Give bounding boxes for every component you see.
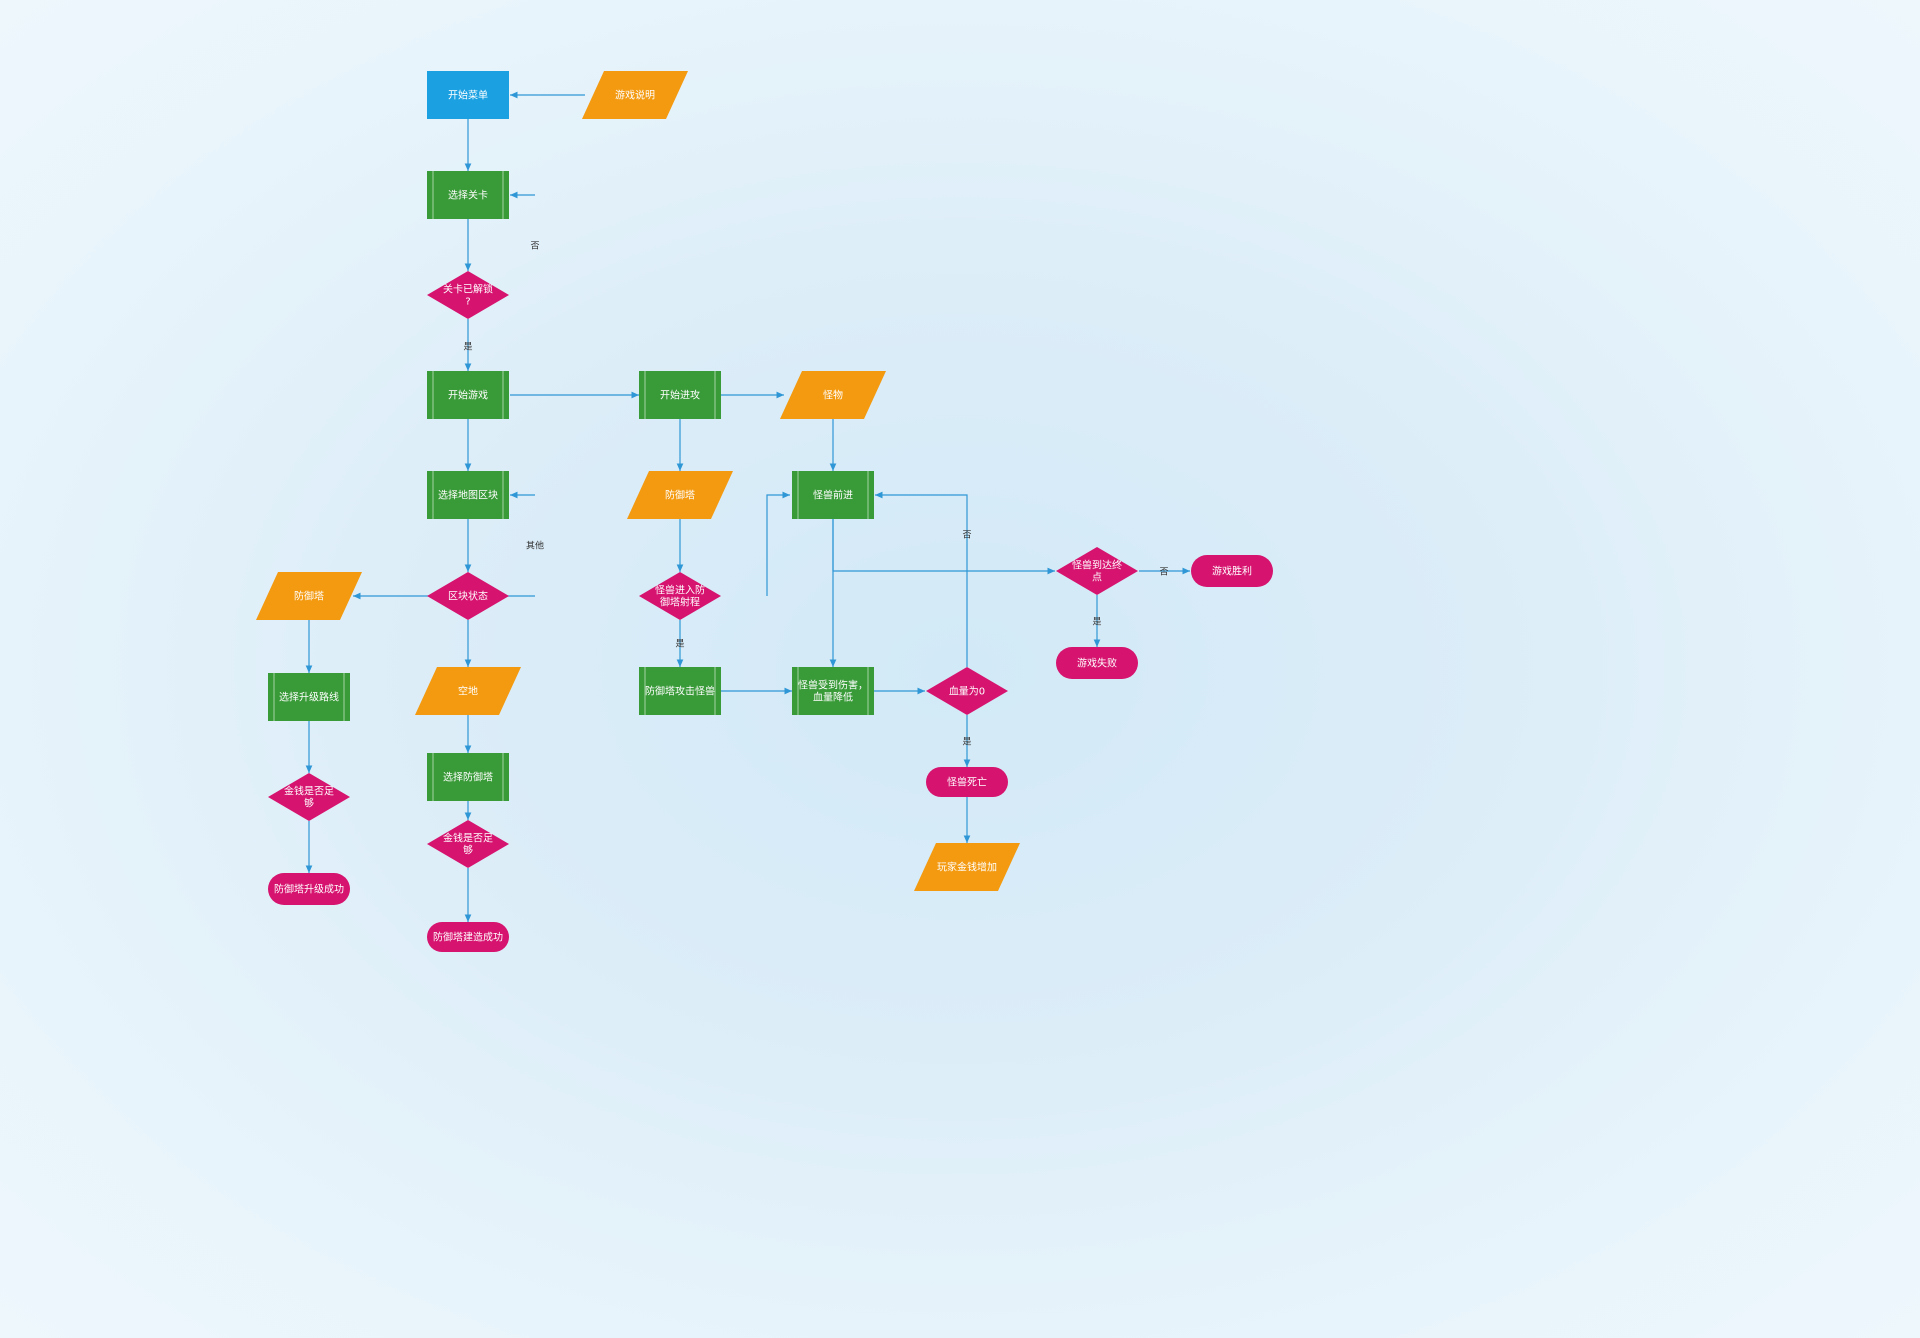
- node-shape: [427, 922, 509, 952]
- node-label: 开始进攻: [660, 389, 700, 402]
- node-shape: [427, 572, 509, 620]
- node-shape: [427, 171, 509, 219]
- node-select-upgrade[interactable]: 选择升级路线: [268, 673, 350, 721]
- node-shape: [1056, 647, 1138, 679]
- connector-arrow: [832, 519, 1055, 575]
- edge-label-no-unlock: 否: [530, 241, 539, 252]
- node-shape: [914, 843, 1020, 891]
- node-label: 怪兽进入防御塔射程: [655, 584, 705, 609]
- node-game-intro[interactable]: 游戏说明: [582, 71, 688, 119]
- node-label: 防御塔攻击怪兽: [645, 685, 715, 698]
- node-start-game[interactable]: 开始游戏: [427, 371, 509, 419]
- node-gold-increase[interactable]: 玩家金钱增加: [914, 843, 1020, 891]
- node-shape: [627, 471, 733, 519]
- node-shape: [268, 673, 350, 721]
- node-select-map-block[interactable]: 选择地图区块: [427, 471, 509, 519]
- node-game-win[interactable]: 游戏胜利: [1191, 555, 1273, 587]
- node-shape: [926, 767, 1008, 797]
- edge-label-no-end: 否: [1159, 567, 1168, 578]
- node-monster-dead[interactable]: 怪兽死亡: [926, 767, 1008, 797]
- node-label: 怪物: [823, 389, 843, 402]
- node-label: 防御塔: [665, 489, 695, 502]
- node-shape: [582, 71, 688, 119]
- edge-label-yes-hpzero: 是: [962, 737, 971, 748]
- node-monster-damaged[interactable]: 怪兽受到伤害，血量降低: [792, 667, 874, 715]
- node-shape: [427, 820, 509, 868]
- node-label: 怪兽前进: [813, 489, 853, 502]
- connector-arrow: [875, 491, 968, 667]
- node-label: 空地: [458, 685, 478, 698]
- node-label: 金钱是否足够: [443, 832, 493, 857]
- node-label: 选择关卡: [448, 189, 488, 202]
- node-label: 金钱是否足够: [284, 785, 334, 810]
- node-monster[interactable]: 怪物: [780, 371, 886, 419]
- node-label: 防御塔建造成功: [433, 931, 503, 944]
- node-label: 选择地图区块: [438, 489, 498, 502]
- node-reach-end[interactable]: 怪兽到达终点: [1056, 547, 1138, 595]
- node-shape: [792, 471, 874, 519]
- node-label: 开始游戏: [448, 389, 488, 402]
- node-monster-advance[interactable]: 怪兽前进: [792, 471, 874, 519]
- node-tower-b[interactable]: 防御塔: [627, 471, 733, 519]
- node-empty[interactable]: 空地: [415, 667, 521, 715]
- node-shape: [268, 873, 350, 905]
- node-gold-enough-b[interactable]: 金钱是否足够: [427, 820, 509, 868]
- node-start-menu[interactable]: 开始菜单: [427, 71, 509, 119]
- node-shape: [639, 371, 721, 419]
- node-shape: [427, 753, 509, 801]
- node-label: 关卡已解锁?: [443, 283, 493, 308]
- node-label: 防御塔: [294, 590, 324, 603]
- node-gold-enough-a[interactable]: 金钱是否足够: [268, 773, 350, 821]
- edge-label-yes-end: 是: [1092, 617, 1101, 628]
- node-label: 怪兽死亡: [947, 776, 987, 789]
- node-label: 防御塔升级成功: [274, 883, 344, 896]
- edge-label-other-state: 其他: [526, 540, 544, 552]
- node-shape: [427, 371, 509, 419]
- edge-label-yes-unlock: 是: [463, 342, 472, 353]
- node-label: 游戏失败: [1077, 657, 1117, 670]
- node-label: 选择升级路线: [279, 691, 339, 704]
- node-label: 血量为0: [949, 685, 985, 698]
- node-tower-a[interactable]: 防御塔: [256, 572, 362, 620]
- node-shape: [926, 667, 1008, 715]
- node-hp-zero[interactable]: 血量为0: [926, 667, 1008, 715]
- node-label: 怪兽到达终点: [1072, 559, 1122, 584]
- node-shape: [415, 667, 521, 715]
- node-block-state[interactable]: 区块状态: [427, 572, 509, 620]
- node-start-attack[interactable]: 开始进攻: [639, 371, 721, 419]
- edge-label-yes-inrange: 是: [675, 639, 684, 650]
- node-tower-attack[interactable]: 防御塔攻击怪兽: [639, 667, 721, 715]
- node-label: 区块状态: [448, 590, 488, 603]
- node-label: 开始菜单: [448, 89, 488, 102]
- node-select-tower[interactable]: 选择防御塔: [427, 753, 509, 801]
- node-label: 游戏说明: [615, 89, 655, 102]
- node-shape: [427, 471, 509, 519]
- node-level-unlocked[interactable]: 关卡已解锁?: [427, 271, 509, 319]
- node-label: 游戏胜利: [1212, 565, 1252, 578]
- node-shape: [427, 271, 509, 319]
- node-in-range[interactable]: 怪兽进入防御塔射程: [639, 572, 721, 620]
- edge-label-no-hpzero: 否: [962, 530, 971, 541]
- connector-arrow: [766, 491, 790, 596]
- node-label: 玩家金钱增加: [937, 861, 997, 874]
- node-shape: [639, 572, 721, 620]
- node-select-level[interactable]: 选择关卡: [427, 171, 509, 219]
- node-shape: [1056, 547, 1138, 595]
- node-shape: [256, 572, 362, 620]
- node-shape: [780, 371, 886, 419]
- node-shape: [1191, 555, 1273, 587]
- node-label: 怪兽受到伤害，血量降低: [798, 679, 868, 704]
- node-shape: [427, 71, 509, 119]
- node-shape: [639, 667, 721, 715]
- node-shape: [268, 773, 350, 821]
- node-label: 选择防御塔: [443, 771, 493, 784]
- node-upgrade-success[interactable]: 防御塔升级成功: [268, 873, 350, 905]
- node-build-success[interactable]: 防御塔建造成功: [427, 922, 509, 952]
- node-shape: [792, 667, 874, 715]
- node-game-fail[interactable]: 游戏失败: [1056, 647, 1138, 679]
